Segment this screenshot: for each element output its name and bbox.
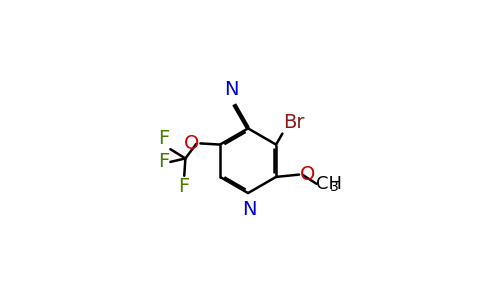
Text: F: F xyxy=(158,152,169,171)
Text: N: N xyxy=(242,200,257,219)
Text: Br: Br xyxy=(284,113,305,132)
Text: N: N xyxy=(224,80,239,99)
Text: O: O xyxy=(300,165,315,184)
Text: F: F xyxy=(158,129,169,148)
Text: CH: CH xyxy=(317,175,343,193)
Text: F: F xyxy=(179,177,190,196)
Text: 3: 3 xyxy=(330,180,339,194)
Text: O: O xyxy=(184,134,199,153)
